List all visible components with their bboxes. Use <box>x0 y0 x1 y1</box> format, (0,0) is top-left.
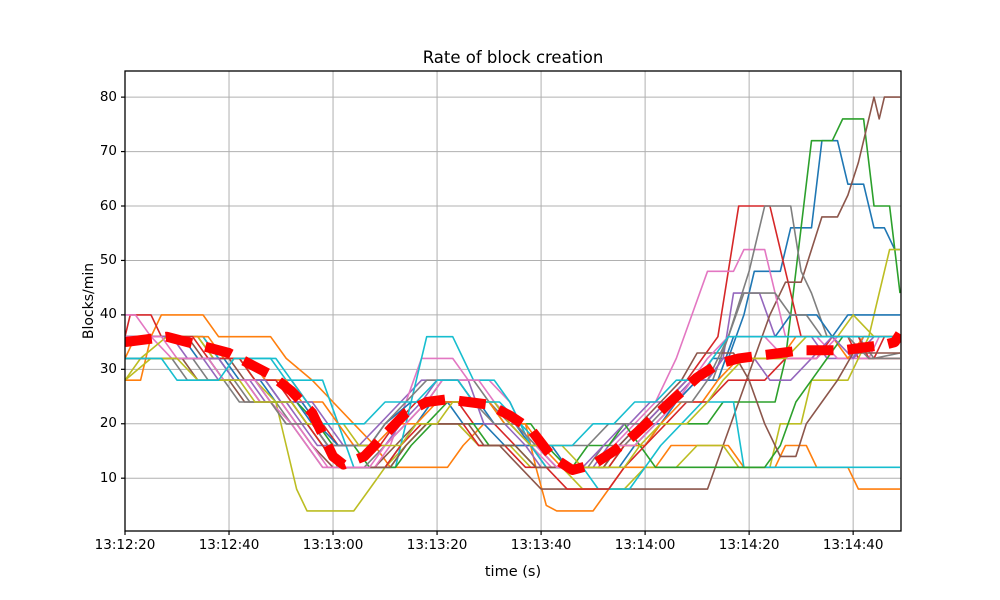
y-tick-label: 30 <box>99 360 117 377</box>
series-line-15 <box>125 335 900 469</box>
series-group <box>125 96 901 512</box>
x-tick-label: 13:14:00 <box>614 537 676 553</box>
y-tick-label: 60 <box>99 197 117 214</box>
axes-spines <box>124 70 902 532</box>
x-tick-label: 13:13:40 <box>510 537 572 553</box>
x-tick-label: 13:13:20 <box>406 537 468 553</box>
x-tick-label: 13:12:20 <box>94 537 156 553</box>
y-tick-label: 50 <box>99 251 117 268</box>
x-tick-label: 13:13:00 <box>302 537 364 553</box>
chart-title: Rate of block creation <box>422 48 604 67</box>
y-tick-label: 40 <box>99 306 117 323</box>
x-tick-label: 13:14:20 <box>718 537 780 553</box>
x-tick-label: 13:14:40 <box>822 537 884 553</box>
x-tick-label: 13:12:40 <box>198 537 260 553</box>
y-tick-label: 10 <box>99 469 117 486</box>
series-line-19 <box>125 314 900 469</box>
average-line <box>125 331 901 475</box>
series-line-20 <box>125 335 900 447</box>
y-tick-label: 70 <box>99 143 117 160</box>
y-tick-label: 20 <box>99 415 117 432</box>
series-line-6 <box>125 96 900 490</box>
y-tick-label: 80 <box>99 88 117 105</box>
y-axis-label-text: Blocks/min <box>81 262 97 340</box>
x-axis-label: time (s) <box>484 564 542 580</box>
